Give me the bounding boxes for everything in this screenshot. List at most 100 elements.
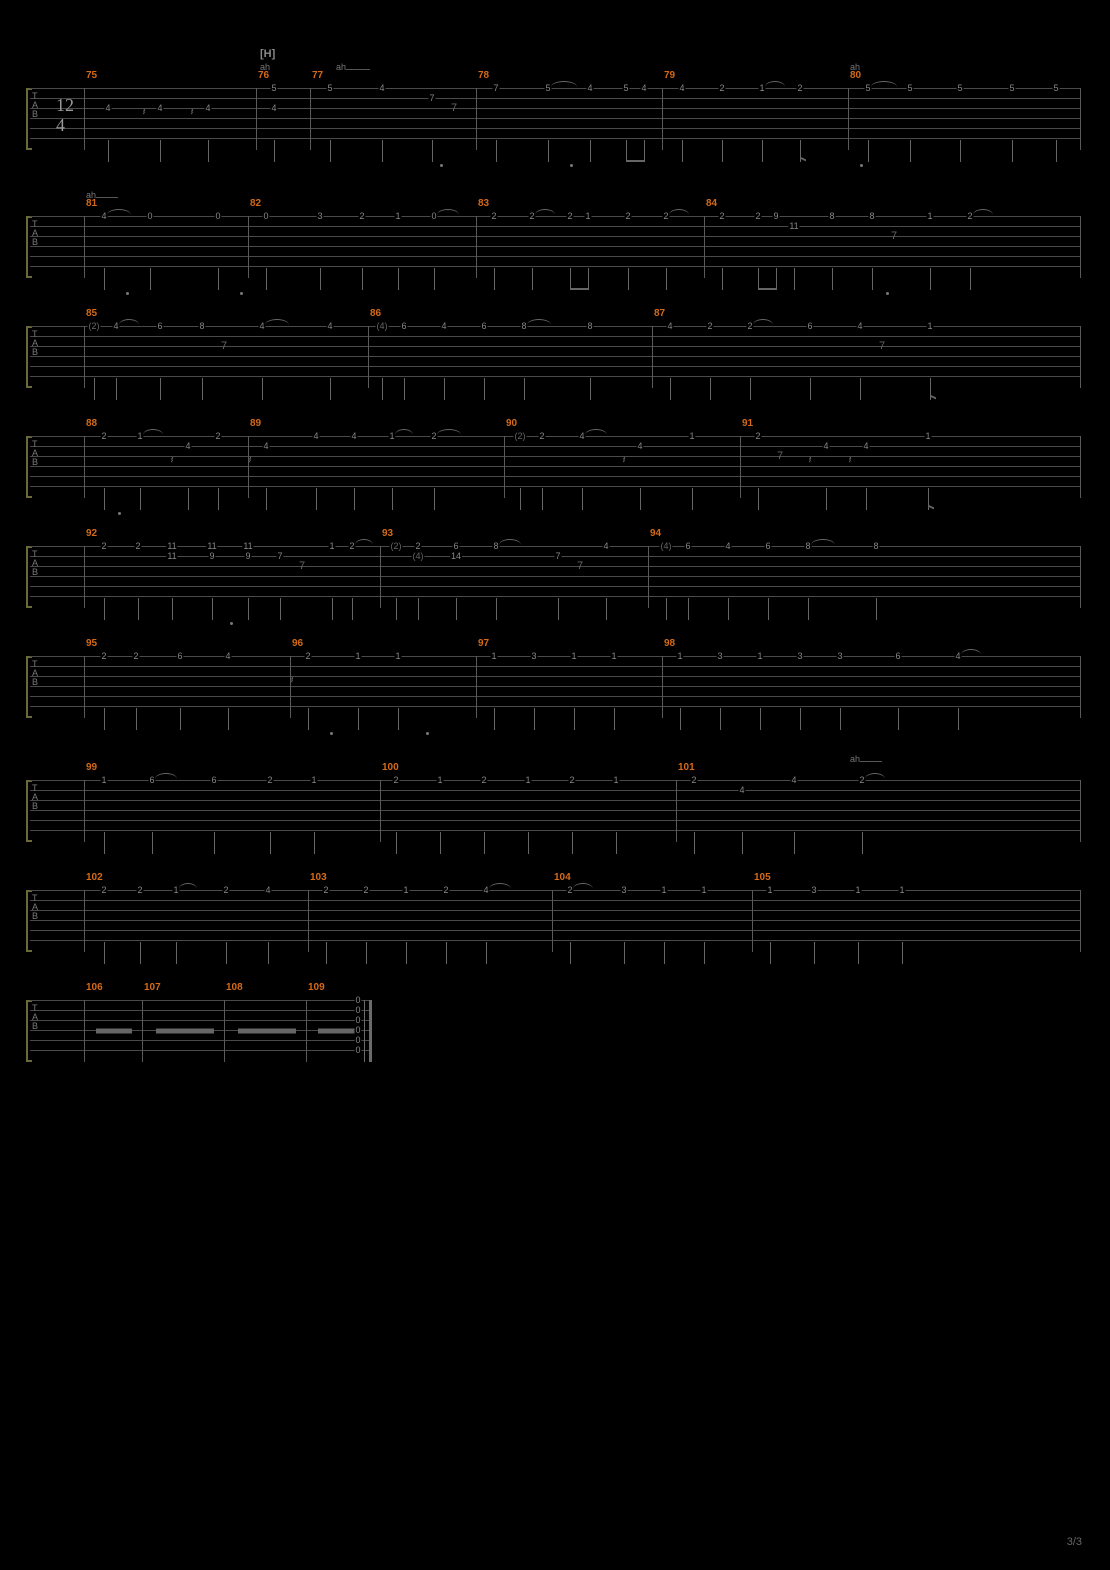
barline: [380, 780, 381, 842]
note-stem: [362, 268, 363, 290]
note-stem: [274, 140, 275, 162]
note-stem: [434, 488, 435, 510]
staff-line: [30, 1040, 370, 1041]
tie: [107, 209, 131, 215]
note-stem: [354, 488, 355, 510]
lyric: ah: [260, 62, 270, 72]
note-stem: [960, 140, 961, 162]
barline: [84, 216, 85, 278]
staff-line: [30, 108, 1080, 109]
staff-line: [30, 1010, 370, 1011]
note-stem: [858, 942, 859, 964]
tie: [535, 209, 555, 215]
note-stem: [762, 140, 763, 162]
barline: [256, 88, 257, 150]
tab-system: TAB9293942211111191197712(2)2(4)6148774(…: [30, 546, 1080, 608]
fret-number: 6: [480, 321, 487, 331]
measure-number: 93: [382, 528, 393, 539]
fret-number: 0: [262, 211, 269, 221]
fret-number: 6: [894, 651, 901, 661]
note-stem: [866, 488, 867, 510]
note-stem: [446, 942, 447, 964]
fret-number: 1: [700, 885, 707, 895]
note-stem: [434, 268, 435, 290]
page-number: 3/3: [1067, 1536, 1082, 1548]
fret-number: 2: [132, 651, 139, 661]
fret-number: 4: [204, 103, 211, 113]
staff-line: [30, 780, 1080, 781]
barline: [1080, 326, 1081, 388]
staff-line: [30, 128, 1080, 129]
final-barline: [364, 1000, 372, 1062]
note-stem: [524, 378, 525, 400]
measure-number: 79: [664, 70, 675, 81]
note-stem: [202, 378, 203, 400]
measure-number: 90: [506, 418, 517, 429]
barline: [84, 780, 85, 842]
note-stem: [188, 488, 189, 510]
tab-system: TAB106107108109000000: [30, 1000, 370, 1062]
note-stem: [616, 832, 617, 854]
barline: [84, 88, 85, 150]
fret-number: 2: [414, 541, 421, 551]
tie: [811, 539, 835, 545]
note-stem: [160, 140, 161, 162]
tab-staff: TAB106107108109000000: [30, 1000, 370, 1062]
staff-line: [30, 706, 1080, 707]
barline: [1080, 88, 1081, 150]
note-stem: [136, 708, 137, 730]
multi-rest: [156, 1029, 214, 1034]
fret-number: 0: [354, 1045, 361, 1055]
note-stem: [486, 942, 487, 964]
note-stem: [670, 378, 671, 400]
note-stem: [860, 378, 861, 400]
note-stem: [728, 598, 729, 620]
staff-line: [30, 256, 1080, 257]
note-stem: [590, 378, 591, 400]
fret-number: 1: [570, 651, 577, 661]
note-stem: [266, 488, 267, 510]
fret-number: 2: [796, 83, 803, 93]
staff-line: [30, 920, 1080, 921]
staff-line: [30, 216, 1080, 217]
tab-staff: TAB88899091214𝄽24𝄽4412(2)244𝄽1274𝄽4𝄽1: [30, 436, 1080, 498]
fret-number: 4: [184, 441, 191, 451]
note-stem: [814, 942, 815, 964]
fret-number: 4: [666, 321, 673, 331]
note-stem: [398, 268, 399, 290]
barline: [84, 546, 85, 608]
fret-number: 4: [790, 775, 797, 785]
note-stem: [902, 942, 903, 964]
barline: [84, 890, 85, 952]
fret-number: 4: [270, 103, 277, 113]
note-stem: [494, 708, 495, 730]
barline: [848, 88, 849, 150]
note-stem: [582, 488, 583, 510]
barline: [84, 1000, 85, 1062]
measure-number: 83: [478, 198, 489, 209]
fret-number: 5: [1052, 83, 1059, 93]
rhythm-dot: [886, 292, 889, 295]
measure-number: 97: [478, 638, 489, 649]
note-stem: [534, 708, 535, 730]
tab-clef: TAB: [32, 550, 39, 577]
note-stem: [228, 708, 229, 730]
note-stem: [308, 708, 309, 730]
staff-line: [30, 456, 1080, 457]
tie: [551, 81, 577, 87]
fret-number: 0: [354, 1005, 361, 1015]
tab-staff: TAB9293942211111191197712(2)2(4)6148774(…: [30, 546, 1080, 608]
note-stem: [494, 268, 495, 290]
section-marker: [H]: [260, 48, 275, 60]
fret-number: 2: [358, 211, 365, 221]
note-stem: [150, 268, 151, 290]
note-stem: [688, 598, 689, 620]
fret-number: 2: [222, 885, 229, 895]
fret-number: 2: [538, 431, 545, 441]
fret-number: 1: [328, 541, 335, 551]
barline: [476, 88, 477, 150]
note-stem: [366, 942, 367, 964]
fret-number: 2: [266, 775, 273, 785]
staff-line: [30, 676, 1080, 677]
rhythm-dot: [126, 292, 129, 295]
